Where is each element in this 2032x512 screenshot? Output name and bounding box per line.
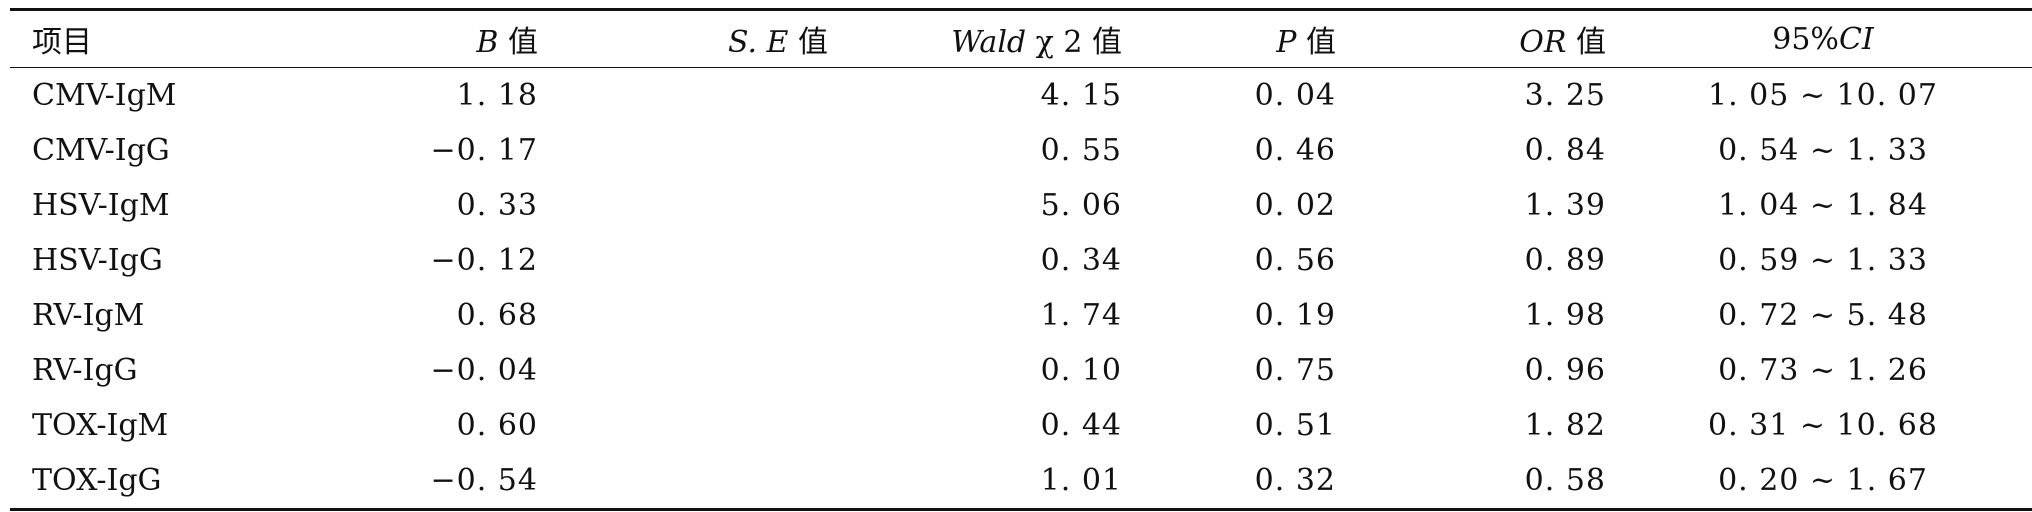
cell-or-value: 1. 98	[1524, 298, 1606, 333]
header-wald-value: Wald χ 2 值	[828, 10, 1122, 68]
cell-p-value: 0. 46	[1254, 133, 1336, 168]
logistic-regression-table: 项目 B 值 S. E 值 Wald χ 2 值 P 值 OR 值 95%CI …	[10, 8, 2032, 511]
cell-or-value: 1. 39	[1524, 188, 1606, 223]
header-ci-prefix: 95%	[1772, 21, 1839, 57]
cell-p-value: 0. 51	[1254, 408, 1336, 443]
cell-wald-value: 0. 44	[1040, 408, 1122, 443]
table-body: CMV-IgM 1. 18 4. 15 0. 04 3. 25 1. 05 ~ 10. 0…	[10, 68, 2032, 510]
cell-b-value: 0. 60	[456, 408, 538, 443]
cell-item: RV-IgG	[32, 353, 138, 388]
cell-ci-value: 0. 31 ~ 10. 68	[1708, 408, 1938, 443]
header-p-value: P 值	[1122, 10, 1336, 68]
cell-se-value	[538, 68, 828, 124]
cell-p-value: 0. 19	[1254, 298, 1336, 333]
header-or-symbol: OR	[1519, 25, 1567, 60]
header-or-suffix: 值	[1566, 25, 1606, 60]
cell-or-value: 0. 84	[1524, 133, 1606, 168]
cell-p-value: 0. 02	[1254, 188, 1336, 223]
cell-b-value: 1. 18	[456, 78, 538, 113]
header-se-value: S. E 值	[538, 10, 828, 68]
cell-wald-value: 0. 10	[1040, 353, 1122, 388]
header-ci: 95%CI	[1606, 10, 2032, 68]
cell-se-value	[538, 233, 828, 288]
cell-b-value: −0. 04	[430, 353, 538, 388]
cell-item: HSV-IgM	[32, 188, 170, 223]
cell-or-value: 1. 82	[1524, 408, 1606, 443]
cell-se-value	[538, 453, 828, 510]
cell-ci-value: 0. 54 ~ 1. 33	[1718, 133, 1928, 168]
cell-se-value	[538, 343, 828, 398]
cell-b-value: 0. 33	[456, 188, 538, 223]
cell-ci-value: 0. 73 ~ 1. 26	[1718, 353, 1928, 388]
cell-b-value: −0. 12	[430, 243, 538, 278]
cell-b-value: −0. 17	[430, 133, 538, 168]
header-se-symbol: S. E	[727, 25, 789, 60]
cell-se-value	[538, 398, 828, 453]
header-wald-suffix: χ 2 值	[1026, 25, 1122, 60]
header-ci-symbol: CI	[1838, 21, 1874, 57]
cell-ci-value: 0. 20 ~ 1. 67	[1718, 463, 1928, 498]
cell-ci-value: 1. 05 ~ 10. 07	[1708, 78, 1938, 113]
cell-or-value: 0. 96	[1524, 353, 1606, 388]
cell-ci-value: 0. 72 ~ 5. 48	[1718, 298, 1928, 333]
cell-or-value: 0. 89	[1524, 243, 1606, 278]
table-row: HSV-IgM 0. 33 5. 06 0. 02 1. 39 1. 04 ~ 1. 84	[10, 178, 2032, 233]
cell-or-value: 0. 58	[1524, 463, 1606, 498]
table-row: TOX-IgM 0. 60 0. 44 0. 51 1. 82 0. 31 ~ 10. 6…	[10, 398, 2032, 453]
cell-item: CMV-IgM	[32, 78, 177, 113]
header-or-value: OR 值	[1336, 10, 1606, 68]
cell-ci-value: 0. 59 ~ 1. 33	[1718, 243, 1928, 278]
header-b-symbol: B	[476, 25, 499, 60]
cell-item: CMV-IgG	[32, 133, 170, 168]
table-header: 项目 B 值 S. E 值 Wald χ 2 值 P 值 OR 值 95%CI	[10, 9, 2032, 68]
cell-b-value: 0. 68	[456, 298, 538, 333]
header-item: 项目	[10, 10, 332, 68]
table-row: TOX-IgG −0. 54 1. 01 0. 32 0. 58 0. 20 ~ 1. 6…	[10, 453, 2032, 510]
header-row: 项目 B 值 S. E 值 Wald χ 2 值 P 值 OR 值 95%CI	[10, 9, 2032, 68]
cell-se-value	[538, 288, 828, 343]
cell-wald-value: 0. 55	[1040, 133, 1122, 168]
cell-item: RV-IgM	[32, 298, 145, 333]
header-b-suffix: 值	[498, 25, 538, 60]
cell-b-value: −0. 54	[430, 463, 538, 498]
cell-item: TOX-IgG	[32, 463, 162, 498]
header-item-label: 项目	[32, 25, 92, 60]
cell-wald-value: 4. 15	[1040, 78, 1122, 113]
cell-se-value	[538, 123, 828, 178]
header-p-suffix: 值	[1296, 25, 1336, 60]
table-row: HSV-IgG −0. 12 0. 34 0. 56 0. 89 0. 59 ~ 1. 3…	[10, 233, 2032, 288]
cell-item: TOX-IgM	[32, 408, 169, 443]
cell-p-value: 0. 75	[1254, 353, 1336, 388]
cell-p-value: 0. 32	[1254, 463, 1336, 498]
table-row: CMV-IgM 1. 18 4. 15 0. 04 3. 25 1. 05 ~ 10. 0…	[10, 68, 2032, 124]
table-row: CMV-IgG −0. 17 0. 55 0. 46 0. 84 0. 54 ~ 1. 3…	[10, 123, 2032, 178]
cell-ci-value: 1. 04 ~ 1. 84	[1718, 188, 1928, 223]
cell-p-value: 0. 04	[1254, 78, 1336, 113]
cell-item: HSV-IgG	[32, 243, 163, 278]
cell-p-value: 0. 56	[1254, 243, 1336, 278]
cell-wald-value: 5. 06	[1040, 188, 1122, 223]
cell-wald-value: 1. 01	[1040, 463, 1122, 498]
cell-wald-value: 0. 34	[1040, 243, 1122, 278]
header-wald-symbol: Wald	[951, 25, 1027, 60]
results-table-container: 项目 B 值 S. E 值 Wald χ 2 值 P 值 OR 值 95%CI …	[10, 8, 2032, 511]
table-row: RV-IgG −0. 04 0. 10 0. 75 0. 96 0. 73 ~ 1. 26	[10, 343, 2032, 398]
header-se-suffix: 值	[788, 25, 828, 60]
cell-se-value	[538, 178, 828, 233]
header-b-value: B 值	[332, 10, 538, 68]
cell-or-value: 3. 25	[1524, 78, 1606, 113]
header-p-symbol: P	[1276, 25, 1297, 60]
cell-wald-value: 1. 74	[1040, 298, 1122, 333]
table-row: RV-IgM 0. 68 1. 74 0. 19 1. 98 0. 72 ~ 5. 48	[10, 288, 2032, 343]
